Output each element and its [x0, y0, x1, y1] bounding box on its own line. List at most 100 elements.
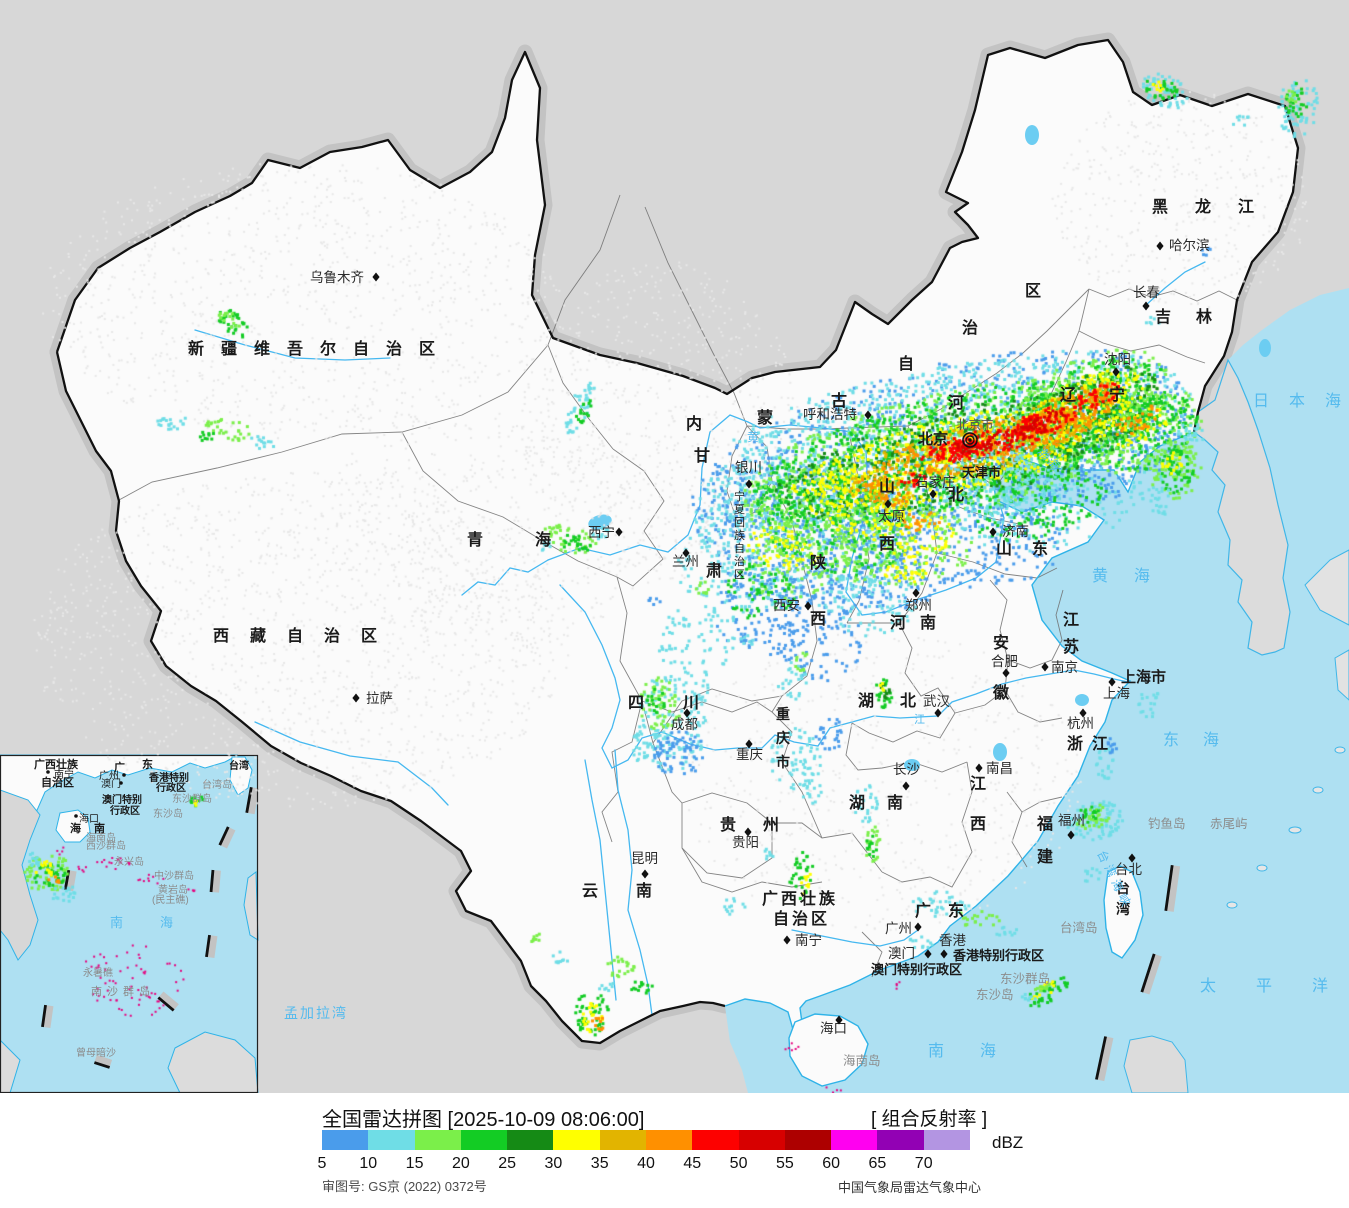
city-marker-icon	[1002, 668, 1010, 678]
china-radar-map: 新疆维吾尔自治区 西藏自治区 青海甘肃内蒙古自治区陕西 山西 河北 山东 河南 湖北 湖南 江西安…	[0, 0, 1349, 1093]
city-marker-icon	[924, 949, 932, 959]
province-label: 上海市	[1121, 668, 1166, 686]
city-marker-icon	[1067, 830, 1075, 840]
inset-label: 广	[114, 760, 125, 774]
city-marker-icon	[835, 1015, 843, 1025]
dbz-color-segment	[831, 1130, 878, 1150]
city-marker-icon	[683, 708, 691, 718]
dbz-color-segment	[738, 1130, 785, 1150]
dbz-tick: 40	[637, 1155, 655, 1172]
city-label: 南昌	[986, 761, 1013, 776]
dbz-tick: 70	[914, 1155, 933, 1172]
dbz-tick: 25	[498, 1155, 517, 1172]
city-label: 澳门	[888, 946, 915, 961]
province-label: 肃	[706, 562, 722, 580]
province-label: 台湾	[1116, 880, 1130, 917]
geo-label: 台湾岛	[1060, 920, 1098, 935]
inset-label: 西沙群岛	[86, 839, 126, 852]
city-marker-icon	[804, 601, 812, 611]
dbz-tick: 15	[405, 1155, 424, 1172]
inset-label: 台湾岛	[202, 778, 232, 791]
city-marker-icon	[902, 781, 910, 791]
province-label: 浙江	[1067, 734, 1117, 753]
city-label: 重庆	[736, 747, 763, 762]
city-label: 上海	[1103, 686, 1130, 701]
city-marker-icon	[864, 410, 872, 420]
dbz-tick: 10	[359, 1155, 378, 1172]
province-label: 区	[1025, 282, 1041, 300]
inset-label: 广西壮族	[34, 757, 79, 771]
city-marker-icon	[929, 489, 937, 499]
inset-label: 南宁	[54, 768, 74, 781]
province-label: 山东	[996, 539, 1068, 558]
city-marker-icon	[934, 708, 942, 718]
dbz-color-segment	[645, 1130, 693, 1150]
province-label: 新疆维吾尔自治区	[188, 339, 452, 358]
province-label: 广西壮族	[762, 889, 838, 908]
dbz-color-segment	[368, 1130, 415, 1150]
province-label: 治	[962, 318, 978, 337]
inset-label: 东沙岛	[153, 807, 183, 820]
inset-label: 海	[70, 821, 81, 835]
agency-credit: 中国气象局雷达气象中心	[838, 1180, 982, 1195]
city-label: 石家庄	[915, 474, 956, 490]
city-label: 南宁	[795, 932, 822, 948]
dbz-color-segment	[923, 1130, 970, 1150]
city-label: 广州	[885, 921, 912, 936]
dbz-unit-label: dBZ	[992, 1133, 1024, 1152]
inset-label: 永暑礁	[83, 966, 113, 979]
city-marker-icon	[975, 763, 983, 773]
geo-label: 东沙岛	[976, 987, 1014, 1002]
inset-label: 东	[142, 757, 153, 771]
dbz-color-segment	[692, 1130, 739, 1150]
dbz-tick: 30	[544, 1155, 563, 1172]
inset-label: 自治区	[41, 775, 74, 789]
city-label: 杭州	[1067, 716, 1094, 731]
city-marker-icon	[641, 869, 649, 879]
capital-marker-icon	[962, 432, 978, 448]
dbz-tick: 50	[729, 1155, 748, 1172]
city-label: 福州	[1058, 813, 1085, 828]
inset-label: 永兴岛	[114, 855, 144, 868]
inset-label: 海	[160, 915, 173, 930]
city-marker-icon	[682, 548, 690, 558]
city-label: 乌鲁木齐	[310, 270, 364, 285]
province-label: 四川	[628, 695, 738, 712]
city-marker-icon	[1108, 677, 1116, 687]
dbz-color-segment	[784, 1130, 832, 1150]
geo-label: 东沙群岛	[1000, 971, 1050, 986]
inset-label: 曾母暗沙	[76, 1046, 116, 1059]
city-label: 拉萨	[366, 691, 393, 706]
city-marker-icon	[914, 922, 922, 932]
city-label: 长沙	[893, 762, 920, 777]
inset-label: 东沙群岛	[172, 792, 212, 805]
province-label: 河南	[890, 613, 950, 632]
city-label: 香港	[939, 933, 967, 948]
city-label: 南京	[1051, 660, 1078, 675]
sea-label: 孟加拉湾	[284, 1005, 348, 1021]
province-label: 重庆市	[776, 706, 790, 770]
city-label: 哈尔滨	[1169, 238, 1210, 253]
dbz-tick: 45	[683, 1155, 702, 1172]
province-label: 辽宁	[1060, 385, 1158, 404]
city-label: 郑州	[905, 598, 932, 613]
inset-label: 海南岛	[86, 831, 116, 844]
inset-label: 南	[94, 821, 105, 835]
dbz-tick: 60	[822, 1155, 841, 1172]
dbz-tick: 65	[868, 1155, 887, 1172]
city-marker-icon	[1112, 367, 1120, 377]
city-marker-icon	[884, 499, 892, 509]
sea-label: 南海	[928, 1042, 1032, 1060]
dbz-tick: 20	[451, 1155, 470, 1172]
sea-label: 东海	[1163, 731, 1243, 749]
geo-label: 北京市	[956, 417, 994, 432]
city-label: 济南	[1002, 524, 1029, 539]
city-label: 沈阳	[1104, 352, 1131, 367]
city-marker-icon	[1041, 662, 1049, 672]
province-label: 吉林	[1155, 307, 1237, 326]
province-label: 自治区	[773, 909, 830, 928]
province-label: 湖南	[849, 793, 925, 812]
province-label: 山西	[879, 478, 895, 553]
